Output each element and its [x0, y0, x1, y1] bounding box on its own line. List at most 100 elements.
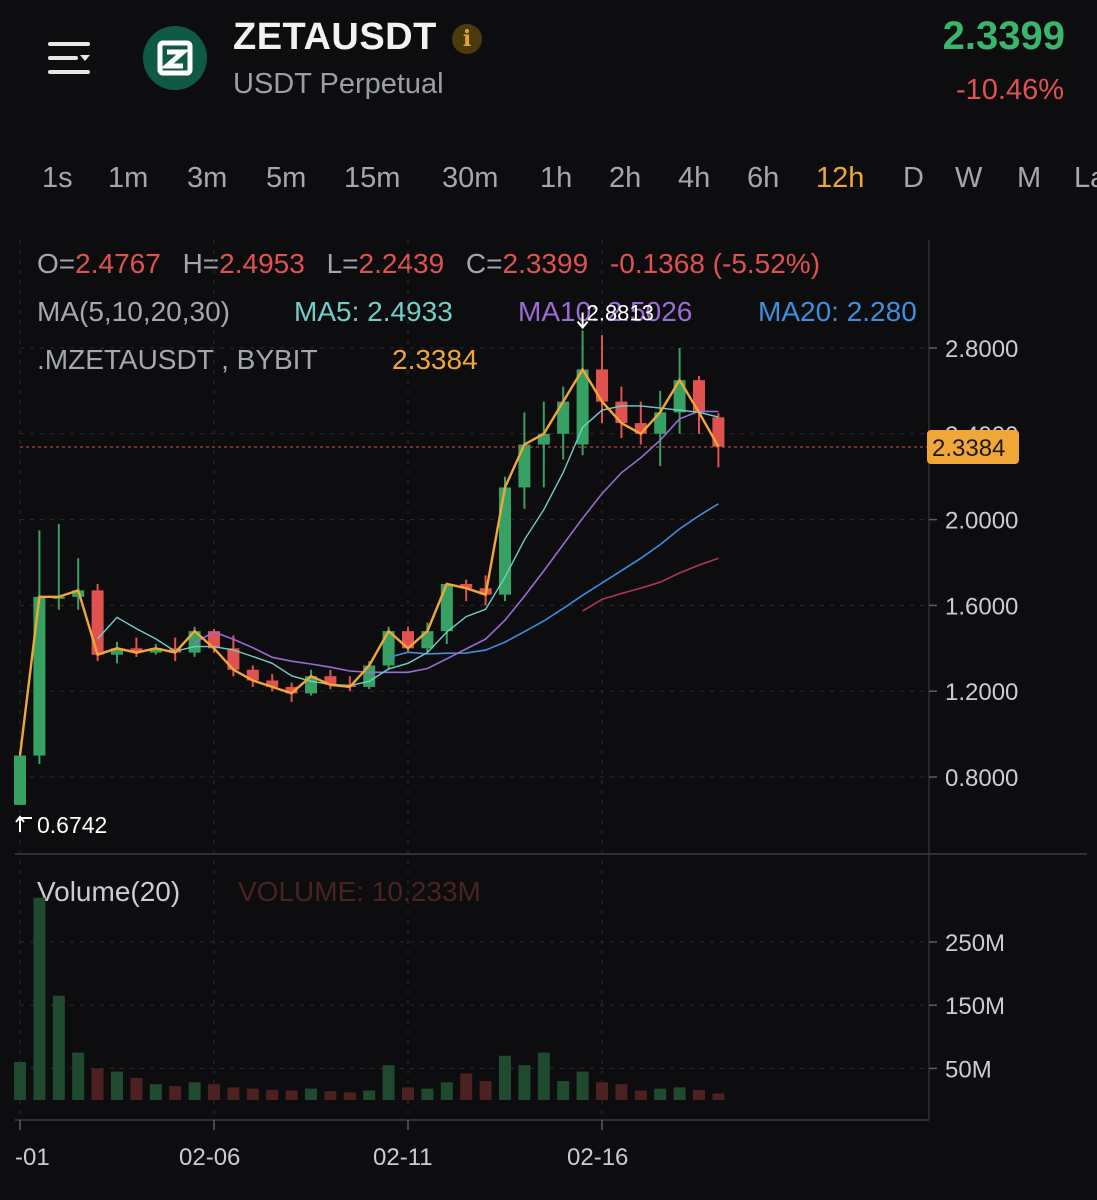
price-tick-label: 2.0000	[945, 508, 1018, 535]
volume-bar[interactable]	[285, 1090, 298, 1100]
volume-bar[interactable]	[596, 1082, 608, 1100]
symbol-title[interactable]: ZETAUSDT	[233, 16, 437, 58]
candle-body[interactable]	[402, 631, 414, 649]
volume-bar[interactable]	[440, 1082, 453, 1100]
candle-body[interactable]	[266, 680, 279, 687]
max-price-label: 2.8813	[587, 301, 654, 326]
volume-tick-label: 150M	[945, 993, 1005, 1020]
volume-bar[interactable]	[14, 1062, 26, 1100]
info-icon[interactable]: i	[452, 24, 482, 54]
candle-body[interactable]	[693, 380, 705, 413]
price-tick-label: 1.2000	[945, 679, 1018, 706]
candle-body[interactable]	[149, 648, 162, 653]
contract-type: USDT Perpetual	[233, 68, 444, 100]
tab-m[interactable]: M	[1017, 162, 1042, 194]
volume-bar[interactable]	[382, 1065, 395, 1100]
candle-body[interactable]	[576, 369, 589, 445]
candle-body[interactable]	[596, 369, 608, 402]
volume-bar[interactable]	[615, 1084, 628, 1100]
volume-bar[interactable]	[479, 1081, 492, 1100]
volume-bar[interactable]	[499, 1055, 511, 1100]
candle-body[interactable]	[654, 412, 667, 434]
volume-tick-label: 50M	[945, 1056, 992, 1083]
candle-body[interactable]	[421, 631, 434, 649]
candle-body[interactable]	[557, 401, 570, 434]
volume-bar[interactable]	[91, 1068, 104, 1100]
tab-1s[interactable]: 1s	[42, 162, 73, 194]
volume-bar[interactable]	[72, 1052, 85, 1100]
candle-body[interactable]	[499, 487, 511, 595]
tab-6h[interactable]: 6h	[747, 162, 780, 194]
ma10-value: MA10: 2.5026	[518, 296, 693, 327]
volume-bar[interactable]	[634, 1090, 647, 1100]
volume-bar[interactable]	[305, 1088, 317, 1100]
ma5-value: MA5: 2.4933	[294, 296, 453, 327]
volume-bar[interactable]	[149, 1084, 162, 1100]
candle-body[interactable]	[169, 648, 182, 653]
candle-body[interactable]	[324, 676, 337, 685]
candle-body[interactable]	[634, 423, 647, 434]
volume-bar[interactable]	[537, 1052, 550, 1100]
volume-bar[interactable]	[169, 1086, 182, 1100]
candle-body[interactable]	[91, 590, 104, 655]
volume-bar[interactable]	[693, 1089, 705, 1100]
candle-body[interactable]	[208, 631, 220, 649]
volume-bar[interactable]	[402, 1087, 414, 1100]
candle-body[interactable]	[440, 583, 453, 632]
volume-bar[interactable]	[246, 1088, 259, 1100]
volume-bar[interactable]	[654, 1088, 667, 1100]
menu-icon[interactable]	[46, 38, 92, 78]
volume-bar[interactable]	[576, 1071, 589, 1100]
volume-bar[interactable]	[518, 1065, 531, 1100]
tab-la[interactable]: La	[1074, 162, 1097, 194]
volume-bar[interactable]	[188, 1082, 201, 1100]
tab-30m[interactable]: 30m	[442, 162, 499, 194]
tab-15m[interactable]: 15m	[344, 162, 401, 194]
candle-change: -0.1368 (-5.52%)	[609, 248, 821, 279]
volume-bar[interactable]	[712, 1093, 725, 1100]
volume-bar[interactable]	[363, 1090, 376, 1100]
volume-bar[interactable]	[266, 1089, 279, 1100]
volume-bar[interactable]	[208, 1084, 220, 1100]
volume-bar[interactable]	[343, 1092, 356, 1100]
tab-5m[interactable]: 5m	[266, 162, 307, 194]
tab-1h[interactable]: 1h	[540, 162, 573, 194]
candle-body[interactable]	[33, 596, 46, 756]
volume-value: VOLUME: 10.233M	[238, 876, 481, 907]
tab-3m[interactable]: 3m	[187, 162, 228, 194]
close-label: C=	[465, 248, 503, 279]
candle-body[interactable]	[537, 433, 550, 445]
candle-body[interactable]	[111, 648, 123, 655]
price-tick-label: 2.8000	[945, 336, 1018, 363]
tab-d[interactable]: D	[903, 162, 924, 194]
volume-bar[interactable]	[460, 1073, 473, 1100]
volume-bar[interactable]	[557, 1081, 570, 1100]
high-label: H=	[182, 248, 220, 279]
candle-body[interactable]	[246, 669, 259, 681]
current-price-label: 2.3384	[932, 435, 1005, 462]
volume-bar[interactable]	[421, 1088, 434, 1100]
tab-w[interactable]: W	[955, 162, 983, 194]
candle-body[interactable]	[130, 648, 143, 653]
candle-body[interactable]	[460, 583, 473, 589]
candle-body[interactable]	[285, 686, 298, 694]
volume-bar[interactable]	[227, 1087, 240, 1100]
candle-body[interactable]	[518, 444, 531, 488]
volume-bar[interactable]	[324, 1091, 337, 1100]
tab-12h[interactable]: 12h	[816, 162, 865, 194]
ma-label: MA(5,10,20,30)	[37, 296, 230, 327]
candlestick-chart[interactable]: 2.80002.40002.00001.60001.20000.8000250M…	[0, 230, 1097, 1190]
tab-1m[interactable]: 1m	[108, 162, 149, 194]
tab-4h[interactable]: 4h	[678, 162, 711, 194]
volume-bar[interactable]	[673, 1087, 686, 1100]
volume-bar[interactable]	[52, 995, 65, 1100]
volume-bar[interactable]	[33, 897, 46, 1100]
candle-body[interactable]	[14, 755, 26, 805]
candle-body[interactable]	[712, 417, 725, 447]
current-price-badge	[927, 430, 1019, 465]
volume-bar[interactable]	[111, 1071, 123, 1100]
tab-2h[interactable]: 2h	[609, 162, 642, 194]
volume-bar[interactable]	[130, 1077, 143, 1100]
candle-body[interactable]	[227, 648, 240, 670]
candle-body[interactable]	[673, 380, 686, 413]
